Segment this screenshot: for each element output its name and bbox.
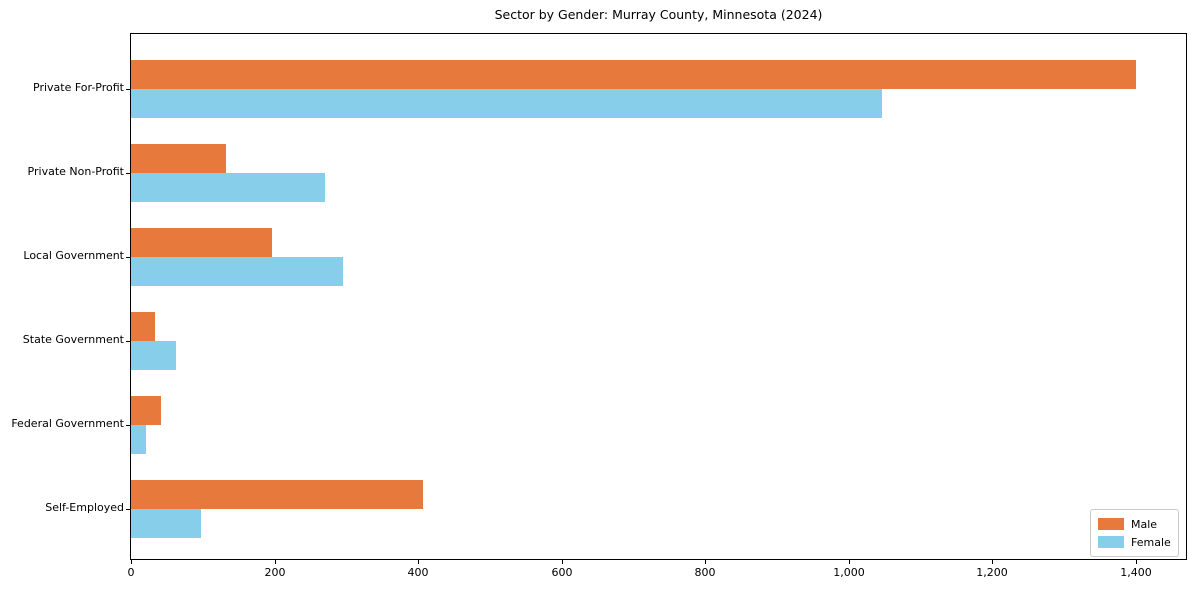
x-tick-mark (131, 560, 132, 564)
y-tick-mark (126, 509, 130, 510)
legend-item-female: Female (1098, 533, 1171, 551)
y-tick-mark (126, 425, 130, 426)
bar-male-5 (131, 480, 423, 509)
x-tick-label: 600 (551, 566, 573, 579)
y-tick-mark (126, 257, 130, 258)
x-tick-label: 200 (264, 566, 286, 579)
x-tick-mark (992, 560, 993, 564)
y-tick-label-3: State Government (22, 333, 124, 346)
bar-female-1 (131, 173, 325, 202)
x-tick-label: 1,400 (1120, 566, 1152, 579)
x-tick-mark (562, 560, 563, 564)
y-tick-label-1: Private Non-Profit (27, 165, 124, 178)
x-tick-label: 800 (694, 566, 716, 579)
y-tick-label-2: Local Government (23, 249, 124, 262)
legend-label-male: Male (1131, 517, 1158, 531)
bar-male-2 (131, 228, 272, 257)
y-tick-mark (126, 341, 130, 342)
x-tick-mark (418, 560, 419, 564)
x-tick-label: 0 (127, 566, 135, 579)
x-tick-label: 1,000 (833, 566, 865, 579)
x-tick-mark (1136, 560, 1137, 564)
y-tick-label-0: Private For-Profit (33, 81, 124, 94)
bar-male-0 (131, 60, 1136, 89)
legend-item-male: Male (1098, 515, 1171, 533)
chart-title: Sector by Gender: Murray County, Minneso… (494, 7, 823, 22)
y-tick-label-4: Federal Government (11, 417, 124, 430)
bar-male-4 (131, 396, 161, 425)
bar-male-1 (131, 144, 226, 173)
bar-female-2 (131, 257, 343, 286)
y-tick-mark (126, 173, 130, 174)
legend-label-female: Female (1131, 535, 1171, 549)
bar-female-0 (131, 89, 882, 118)
x-tick-mark (275, 560, 276, 564)
bar-female-4 (131, 425, 146, 454)
x-tick-label: 1,200 (976, 566, 1008, 579)
bar-female-3 (131, 341, 176, 370)
y-tick-label-5: Self-Employed (45, 501, 124, 514)
x-tick-mark (705, 560, 706, 564)
bar-female-5 (131, 509, 201, 538)
legend-swatch-female (1098, 536, 1124, 548)
plot-area (130, 33, 1187, 560)
y-tick-mark (126, 89, 130, 90)
legend: Male Female (1090, 509, 1179, 557)
bar-male-3 (131, 312, 155, 341)
legend-swatch-male (1098, 518, 1124, 530)
x-tick-mark (849, 560, 850, 564)
x-tick-label: 400 (407, 566, 429, 579)
